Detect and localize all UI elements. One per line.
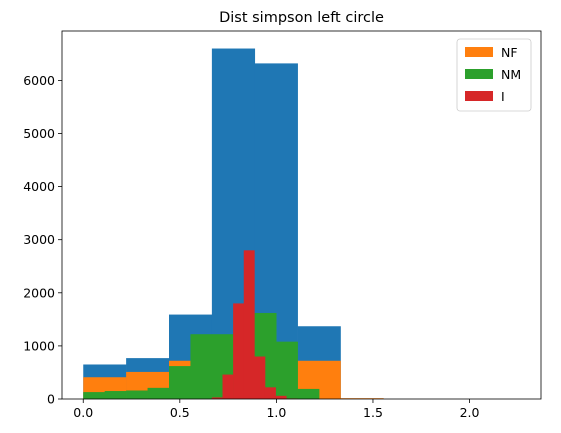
- histogram-bar: [169, 366, 191, 399]
- x-tick-label: 1.0: [266, 405, 286, 420]
- y-tick-label: 1000: [23, 338, 55, 353]
- x-tick-label: 2.0: [460, 405, 480, 420]
- histogram-bar: [190, 334, 213, 399]
- histogram-bar: [276, 341, 298, 399]
- legend-label: NM: [501, 67, 521, 82]
- histogram-bar: [83, 392, 105, 399]
- histogram-bar: [275, 395, 287, 399]
- x-axis: 0.0 0.5 1.0 1.5 2.0: [73, 399, 480, 420]
- legend-swatch: [465, 47, 493, 57]
- y-axis: 0 1000 2000 3000 4000 5000 6000: [23, 73, 62, 407]
- x-tick-label: 1.5: [363, 405, 383, 420]
- x-tick-label: 0.5: [170, 405, 190, 420]
- axes-frame: [61, 30, 542, 400]
- histogram-bar: [126, 390, 148, 399]
- legend-swatch: [465, 69, 493, 79]
- y-tick-label: 2000: [23, 285, 55, 300]
- legend: NF NM I: [456, 38, 532, 112]
- histogram-bar: [147, 387, 170, 399]
- histogram-bar: [254, 356, 266, 399]
- histogram-bar: [243, 250, 255, 399]
- x-tick-label: 0.0: [73, 405, 93, 420]
- legend-label: I: [501, 89, 505, 104]
- y-tick-label: 5000: [23, 126, 55, 141]
- histogram-bar: [222, 374, 234, 399]
- histogram-bar: [233, 303, 245, 399]
- chart-title: Dist simpson left circle: [219, 10, 384, 26]
- legend-swatch: [465, 91, 493, 101]
- legend-label: NF: [501, 45, 518, 60]
- y-tick-label: 0: [47, 392, 55, 407]
- histogram-bar: [297, 388, 320, 399]
- y-tick-label: 6000: [23, 73, 55, 88]
- histogram-bar: [211, 397, 223, 399]
- y-tick-label: 4000: [23, 179, 55, 194]
- histogram-bar: [104, 391, 127, 399]
- histogram-bar: [264, 387, 276, 399]
- histogram-bars: [83, 48, 384, 400]
- y-tick-label: 3000: [23, 232, 55, 247]
